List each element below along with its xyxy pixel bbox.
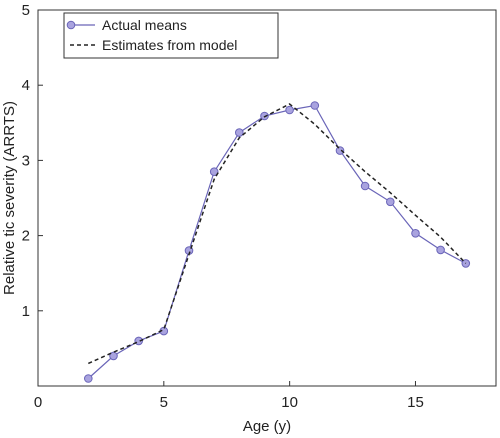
series-line-actual-means bbox=[87, 104, 467, 379]
x-tick-label: 15 bbox=[407, 394, 424, 411]
legend-label-estimates-from-model: Estimates from model bbox=[102, 37, 237, 53]
y-tick-label: 5 bbox=[22, 2, 30, 19]
legend: Actual means Estimates from model bbox=[63, 12, 279, 59]
y-tick-label: 2 bbox=[22, 228, 30, 245]
data-point-actual-means bbox=[109, 351, 118, 361]
data-point-actual-means bbox=[84, 374, 93, 383]
x-tick-label: 0 bbox=[34, 394, 42, 411]
data-point-actual-means bbox=[335, 146, 345, 155]
x-axis-ticks: 0 5 10 15 bbox=[34, 381, 424, 411]
x-tick-label: 10 bbox=[281, 394, 298, 411]
data-point-actual-means bbox=[411, 229, 420, 238]
legend-box bbox=[63, 12, 279, 59]
y-tick-label: 3 bbox=[22, 152, 30, 169]
data-point-actual-means bbox=[436, 245, 445, 255]
y-tick-label: 1 bbox=[22, 303, 30, 320]
axes bbox=[37, 9, 497, 387]
data-point-actual-means bbox=[209, 167, 219, 176]
y-axis-label: Relative tic severity (ARRTS) bbox=[1, 101, 18, 295]
data-point-actual-means bbox=[235, 128, 244, 137]
x-tick-label: 5 bbox=[160, 394, 168, 411]
legend-label-actual-means: Actual means bbox=[102, 17, 187, 33]
legend-marker-actual-means bbox=[66, 20, 76, 30]
series-layer bbox=[84, 101, 471, 383]
x-axis-label: Age (y) bbox=[243, 418, 291, 435]
plot-frame bbox=[37, 9, 497, 387]
y-tick-label: 4 bbox=[22, 77, 30, 94]
data-point-actual-means bbox=[386, 197, 395, 207]
data-point-actual-means bbox=[285, 105, 294, 115]
series-line-estimates-from-model bbox=[87, 103, 467, 365]
data-point-actual-means bbox=[310, 101, 320, 110]
data-point-actual-means bbox=[360, 181, 370, 191]
y-axis-ticks: 1 2 3 4 5 bbox=[22, 2, 43, 320]
